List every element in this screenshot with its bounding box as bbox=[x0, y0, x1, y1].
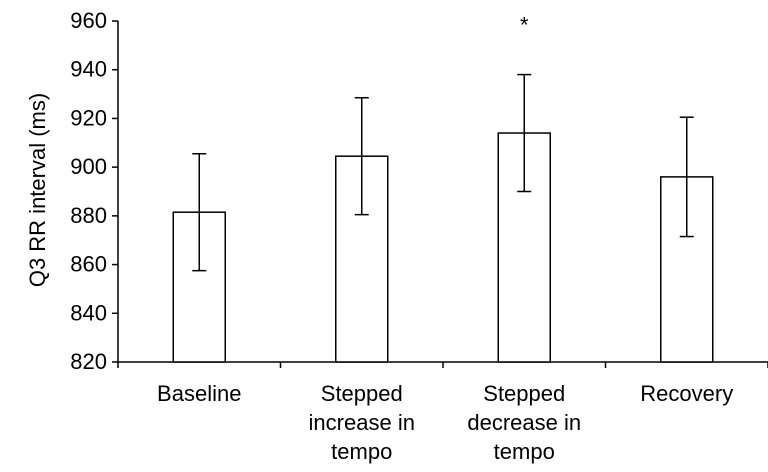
x-tick-label: Baseline bbox=[157, 381, 241, 406]
y-tick-label: 920 bbox=[70, 105, 107, 130]
x-tick-label: tempo bbox=[331, 439, 392, 464]
x-tick-label: decrease in bbox=[467, 410, 581, 435]
x-tick-label: Stepped bbox=[483, 381, 565, 406]
x-tick-label: increase in bbox=[309, 410, 415, 435]
x-tick-label: tempo bbox=[494, 439, 555, 464]
y-tick-label: 860 bbox=[70, 252, 107, 277]
significance-marker: * bbox=[520, 13, 529, 38]
y-tick-label: 900 bbox=[70, 154, 107, 179]
y-tick-label: 840 bbox=[70, 300, 107, 325]
plot-area: 820 840 860 880 900 920 940 960 Baseline Stepped i… bbox=[70, 8, 768, 464]
y-axis-label: Q3 RR interval (ms) bbox=[25, 93, 50, 287]
y-tick-label: 880 bbox=[70, 203, 107, 228]
y-tick-label: 960 bbox=[70, 8, 107, 33]
y-tick-label: 940 bbox=[70, 57, 107, 82]
x-tick-label: Recovery bbox=[640, 381, 733, 406]
y-tick-label: 820 bbox=[70, 349, 107, 374]
x-tick-label: Stepped bbox=[321, 381, 403, 406]
